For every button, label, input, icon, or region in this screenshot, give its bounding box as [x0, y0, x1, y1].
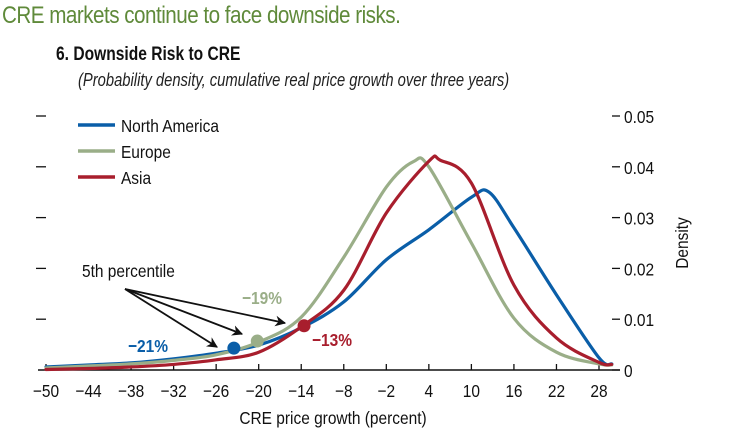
x-tick-label: −32 [160, 381, 186, 401]
x-tick-label: 10 [463, 381, 480, 401]
y-tick-label: 0.01 [624, 310, 654, 330]
annotation-arrow [124, 288, 244, 336]
legend-label-asia: Asia [121, 168, 152, 188]
x-tick-label: −50 [33, 381, 59, 401]
x-tick-label: 28 [590, 381, 607, 401]
annotation-arrow [124, 288, 287, 327]
x-axis: −50 −44 −38 −32 −26 −20 −14 −8 −2 4 10 16 22 28 [33, 364, 620, 401]
y-tick-label: 0.04 [624, 158, 654, 178]
x-tick-label: −44 [75, 381, 101, 401]
annotation-label: 5th percentile [82, 261, 175, 281]
chart-subtitle: (Probability density, cumulative real pr… [78, 70, 510, 90]
y-axis-title: Density [672, 217, 692, 269]
percentile-label-asia: −13% [312, 330, 352, 350]
legend: North America Europe Asia [78, 116, 220, 188]
right-axis: 0 0.01 0.02 0.03 0.04 0.05 [612, 107, 654, 381]
chart-title: 6. Downside Risk to CRE [56, 44, 241, 65]
x-tick-label: −26 [203, 381, 229, 401]
percentile-marker-asia [297, 319, 311, 333]
percentile-marker-europe [250, 334, 264, 348]
percentile-label-europe: −19% [242, 288, 282, 308]
x-tick-label: 4 [425, 381, 434, 401]
headline: CRE markets continue to face downside ri… [2, 2, 401, 29]
y-tick-label: 0.02 [624, 259, 654, 279]
x-tick-label: −14 [288, 381, 314, 401]
y-tick-label: 0 [624, 361, 633, 381]
x-axis-title: CRE price growth (percent) [239, 408, 426, 428]
series-layer [44, 154, 614, 372]
legend-label-europe: Europe [121, 142, 171, 162]
x-tick-label: −2 [377, 381, 395, 401]
x-tick-label: −8 [335, 381, 353, 401]
x-tick-label: 22 [548, 381, 565, 401]
percentile-label-north-america: −21% [128, 336, 168, 356]
x-tick-label: 16 [505, 381, 522, 401]
legend-label-north-america: North America [121, 116, 220, 136]
annotation-arrow [124, 288, 218, 348]
x-tick-label: −38 [118, 381, 144, 401]
x-tick-label: −20 [246, 381, 272, 401]
series-line-asia [44, 154, 614, 372]
left-axis-ticks [36, 115, 46, 320]
annotations: 5th percentile −21% −19% −13% [82, 261, 352, 356]
series-line-europe [44, 156, 614, 370]
y-tick-label: 0.05 [624, 107, 654, 127]
y-tick-label: 0.03 [624, 209, 654, 229]
percentile-marker-north-america [227, 341, 241, 355]
